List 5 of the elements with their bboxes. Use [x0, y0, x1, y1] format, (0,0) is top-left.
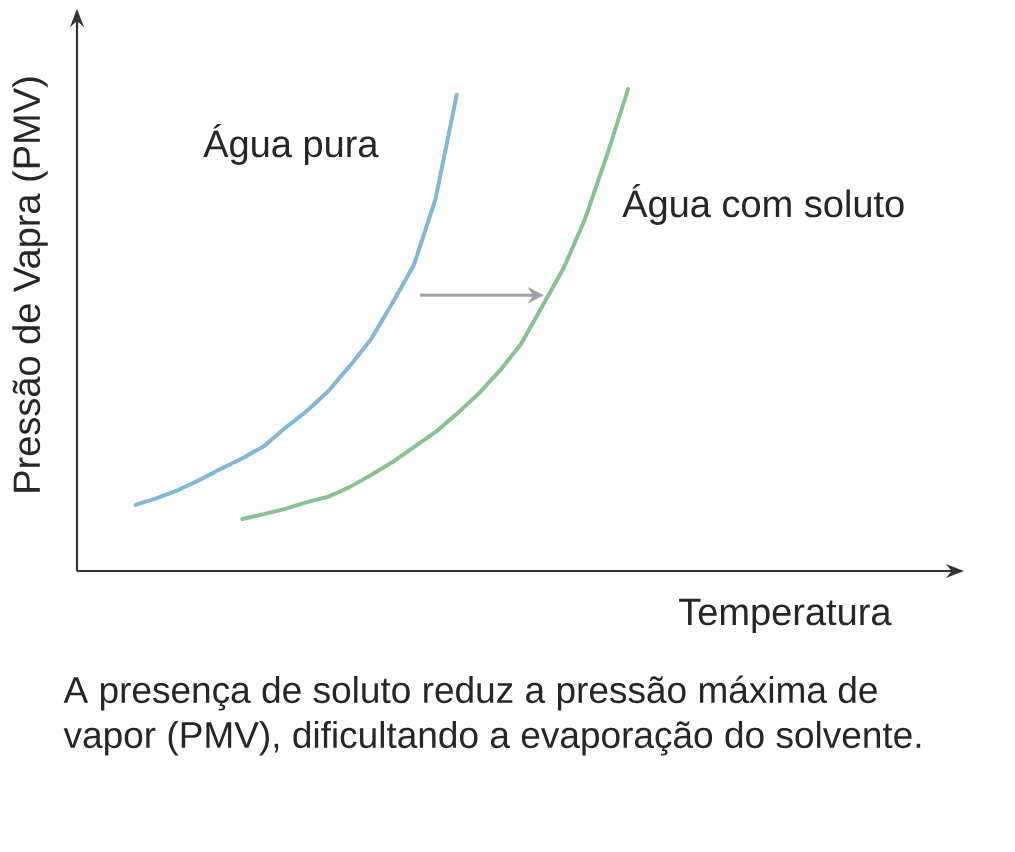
x-axis-title: Temperatura — [679, 598, 892, 633]
series-label: Água pura — [203, 124, 379, 165]
series-label: Água com soluto — [622, 184, 904, 225]
y-axis-title: Pressão de Vapra (PMV) — [12, 77, 48, 492]
text: A presença de soluto reduz a pressão máxima de vapor (PMV), dificultando a evaporação do solvente. — [63, 675, 921, 756]
